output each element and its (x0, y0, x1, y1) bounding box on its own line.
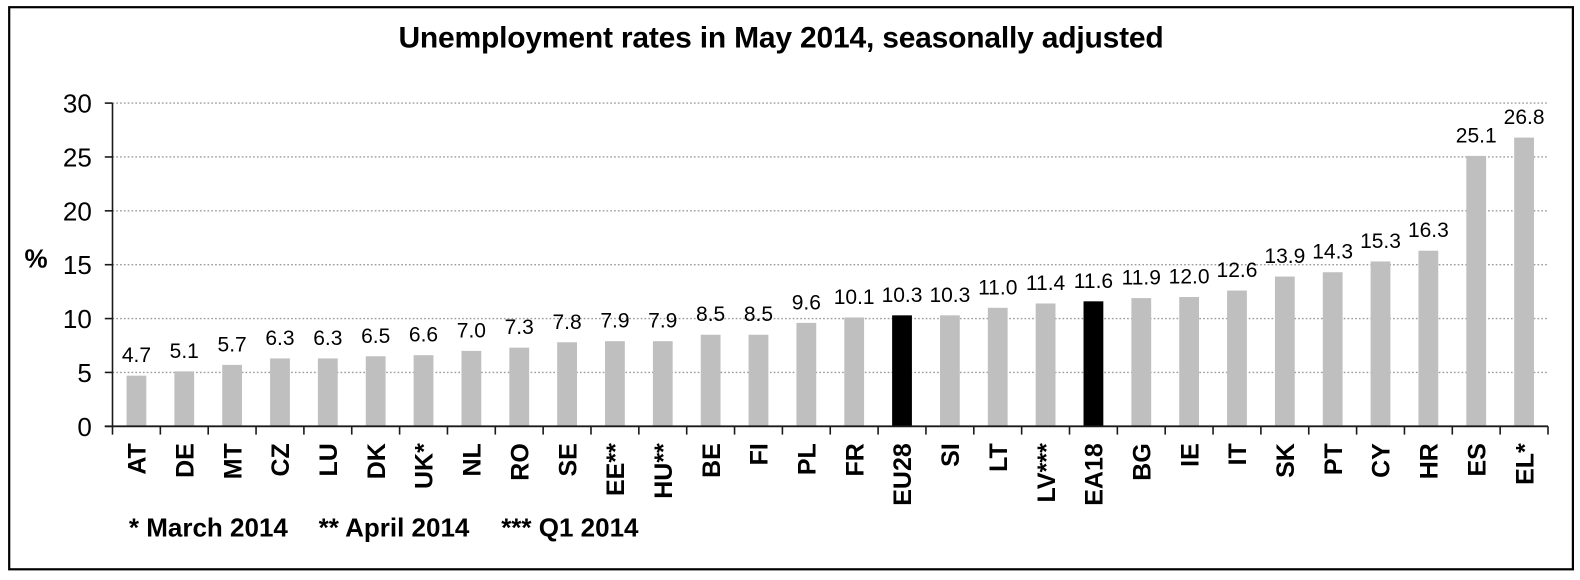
svg-text:6.6: 6.6 (409, 324, 438, 347)
svg-text:5.1: 5.1 (170, 340, 199, 363)
svg-text:8.5: 8.5 (744, 303, 773, 326)
svg-text:13.9: 13.9 (1264, 245, 1305, 268)
svg-text:10.3: 10.3 (929, 284, 970, 307)
svg-text:5: 5 (77, 358, 91, 388)
svg-text:PT: PT (1320, 443, 1348, 475)
svg-text:16.3: 16.3 (1408, 219, 1449, 242)
svg-text:11.0: 11.0 (978, 276, 1017, 299)
svg-text:AT: AT (124, 443, 152, 474)
svg-text:EE**: EE** (602, 443, 630, 496)
svg-text:SI: SI (937, 443, 965, 467)
svg-text:FR: FR (841, 443, 869, 476)
svg-text:ES: ES (1463, 443, 1491, 476)
svg-text:BG: BG (1128, 443, 1156, 481)
svg-text:6.5: 6.5 (361, 325, 390, 348)
svg-text:7.9: 7.9 (648, 310, 677, 333)
svg-text:HR: HR (1416, 443, 1444, 479)
svg-text:UK*: UK* (411, 443, 439, 489)
svg-text:DE: DE (171, 443, 199, 478)
svg-text:EA18: EA18 (1081, 443, 1109, 506)
svg-text:IE: IE (1176, 443, 1204, 467)
svg-text:10.1: 10.1 (834, 286, 875, 309)
svg-text:25: 25 (63, 142, 92, 172)
svg-text:7.0: 7.0 (457, 319, 486, 342)
svg-text:IT: IT (1224, 443, 1252, 465)
svg-text:26.8: 26.8 (1504, 106, 1545, 129)
svg-text:RO: RO (506, 443, 534, 481)
svg-text:11.9: 11.9 (1122, 267, 1161, 290)
svg-text:MT: MT (219, 443, 247, 479)
svg-text:10: 10 (63, 304, 92, 334)
svg-text:4.7: 4.7 (122, 344, 151, 367)
svg-text:PL: PL (794, 443, 822, 475)
svg-text:* March 2014: * March 2014 (129, 513, 289, 543)
svg-text:12.6: 12.6 (1217, 259, 1258, 282)
svg-text:LV***: LV*** (1033, 443, 1061, 503)
svg-text:0: 0 (77, 412, 91, 442)
svg-text:7.8: 7.8 (552, 311, 581, 334)
svg-text:20: 20 (63, 196, 92, 226)
svg-text:DK: DK (363, 443, 391, 479)
svg-text:25.1: 25.1 (1456, 124, 1497, 147)
svg-text:SE: SE (554, 443, 582, 476)
svg-text:12.0: 12.0 (1169, 266, 1210, 289)
svg-text:FI: FI (746, 443, 774, 465)
svg-text:EU28: EU28 (889, 443, 917, 506)
svg-text:9.6: 9.6 (792, 291, 821, 314)
svg-text:11.4: 11.4 (1026, 272, 1066, 295)
svg-text:14.3: 14.3 (1312, 241, 1353, 264)
svg-text:7.9: 7.9 (600, 310, 629, 333)
svg-text:EL*: EL* (1511, 443, 1539, 485)
svg-text:Unemployment rates in May 2014: Unemployment rates in May 2014, seasonal… (398, 22, 1163, 55)
svg-text:LT: LT (985, 443, 1013, 472)
svg-text:15: 15 (63, 250, 92, 280)
svg-text:6.3: 6.3 (265, 327, 294, 350)
svg-text:CZ: CZ (267, 443, 295, 476)
svg-text:NL: NL (459, 443, 487, 476)
svg-text:** April 2014: ** April 2014 (319, 513, 470, 543)
svg-text:6.3: 6.3 (313, 327, 342, 350)
svg-text:30: 30 (63, 89, 92, 119)
svg-text:11.6: 11.6 (1074, 270, 1113, 293)
svg-text:10.3: 10.3 (882, 284, 923, 307)
svg-text:HU**: HU** (650, 443, 678, 499)
svg-text:CY: CY (1368, 443, 1396, 478)
svg-text:7.3: 7.3 (505, 316, 534, 339)
svg-text:SK: SK (1272, 443, 1300, 478)
svg-text:5.7: 5.7 (218, 333, 247, 356)
svg-text:BE: BE (698, 443, 726, 478)
svg-text:15.3: 15.3 (1360, 230, 1401, 253)
svg-text:%: % (25, 243, 48, 273)
svg-text:LU: LU (315, 443, 343, 476)
svg-text:8.5: 8.5 (696, 303, 725, 326)
svg-text:*** Q1 2014: *** Q1 2014 (501, 513, 639, 543)
